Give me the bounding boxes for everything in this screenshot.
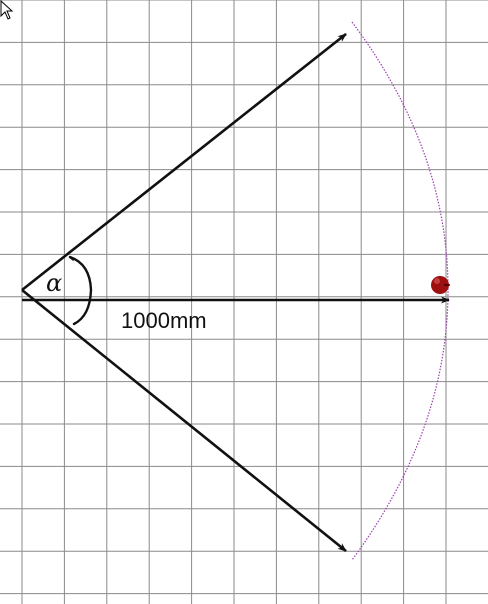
upper-arrow	[21, 32, 347, 292]
angle-symbol: α	[46, 269, 62, 297]
sweep-arc	[351, 21, 449, 561]
cursor-icon	[0, 0, 14, 20]
angle-arc-tick-top	[69, 256, 75, 261]
distance-label: 1000mm	[121, 308, 207, 333]
target-dot	[431, 276, 450, 294]
lower-arrow	[21, 288, 347, 553]
angle-arc	[68, 255, 93, 326]
